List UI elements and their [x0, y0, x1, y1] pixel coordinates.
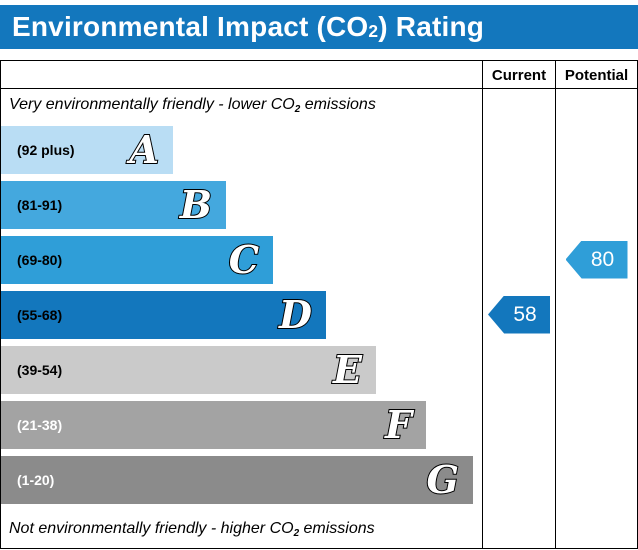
top-note-subscript: 2 [294, 103, 301, 115]
top-note-suffix: emissions [300, 96, 376, 113]
band-letter: F [384, 401, 413, 447]
band-row-f: (21-38) F [1, 397, 481, 452]
band-bar-c: (69-80) C [1, 235, 273, 284]
band-row-d: (55-68) D [1, 287, 481, 342]
band-letter: G [426, 456, 460, 502]
band-bar-d: (55-68) D [1, 290, 326, 339]
band-row-b: (81-91) B [1, 177, 481, 232]
page-title-suffix: ) Rating [378, 11, 485, 42]
band-range-label: (92 plus) [17, 141, 75, 158]
current-column-header: Current [491, 66, 547, 84]
page-title-subscript: 2 [368, 21, 379, 42]
band-range-label: (1-20) [17, 471, 55, 488]
band-letter: D [278, 291, 313, 337]
band-letter: B [179, 181, 213, 227]
bottom-note-subscript: 2 [293, 527, 300, 539]
top-note: Very environmentally friendly - lower CO… [9, 96, 376, 115]
band-row-a: (92 plus) A [1, 122, 481, 177]
band-row-e: (39-54) E [1, 342, 481, 397]
band-letter: E [332, 346, 363, 392]
band-row-c: (69-80) C [1, 232, 481, 287]
potential-column-header: Potential [564, 66, 629, 84]
potential-rating-marker: 80 [565, 240, 628, 279]
band-range-label: (69-80) [17, 251, 63, 268]
rating-chart-frame: Current Potential Very environmentally f… [0, 60, 638, 549]
page-title-text: Environmental Impact (CO [12, 11, 369, 42]
current-rating-marker: 58 [488, 295, 550, 334]
band-row-g: (1-20) G [1, 452, 481, 507]
band-range-label: (81-91) [17, 196, 63, 213]
band-bar-g: (1-20) G [1, 455, 473, 504]
band-bar-f: (21-38) F [1, 400, 426, 449]
band-letter: C [228, 236, 260, 282]
rating-bands: (92 plus) A (81-91) B (69-80) C (55-68) D (39-54… [1, 122, 481, 507]
band-range-label: (39-54) [17, 361, 63, 378]
band-letter: A [129, 126, 161, 172]
band-bar-e: (39-54) E [1, 345, 376, 394]
current-column-divider [482, 61, 483, 548]
bottom-note-suffix: emissions [299, 520, 375, 537]
band-bar-b: (81-91) B [1, 180, 226, 229]
band-range-label: (21-38) [17, 416, 63, 433]
band-range-label: (55-68) [17, 306, 63, 323]
bottom-note-text: Not environmentally friendly - higher CO [9, 520, 294, 537]
potential-column-divider [555, 61, 556, 548]
band-bar-a: (92 plus) A [1, 125, 173, 174]
bottom-note: Not environmentally friendly - higher CO… [9, 520, 375, 539]
page-title: Environmental Impact (CO 2) Rating [0, 5, 638, 49]
top-note-text: Very environmentally friendly - lower CO [9, 96, 295, 113]
column-header-row [1, 61, 637, 89]
